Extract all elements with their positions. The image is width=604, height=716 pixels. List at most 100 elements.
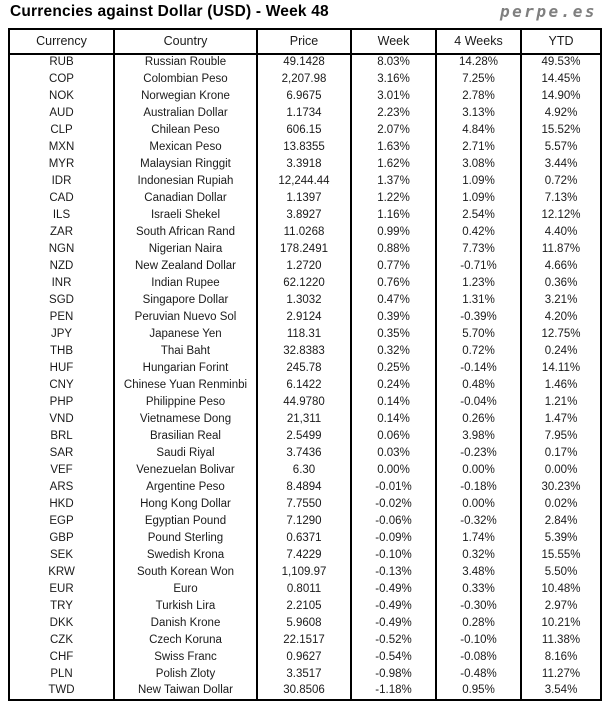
four-week-change-cell: 0.48% [435, 377, 522, 394]
country-cell: Russian Rouble [113, 54, 258, 71]
country-cell: Peruvian Nuevo Sol [113, 309, 258, 326]
ytd-change-cell: 1.46% [520, 377, 602, 394]
week-change-cell: 0.25% [350, 360, 437, 377]
country-cell: Swedish Krona [113, 547, 258, 564]
week-change-cell: 0.14% [350, 394, 437, 411]
week-change-cell: 0.32% [350, 343, 437, 360]
price-cell: 0.6371 [256, 530, 352, 547]
ytd-change-cell: 7.95% [520, 428, 602, 445]
currency-code-cell: EGP [8, 513, 115, 530]
week-change-cell: -0.13% [350, 564, 437, 581]
country-cell: Czech Koruna [113, 632, 258, 649]
ytd-change-cell: 5.57% [520, 139, 602, 156]
table-row: EUR Euro 0.8011 -0.49% 0.33% 10.48% [8, 581, 602, 598]
table-row: CNY Chinese Yuan Renminbi 6.1422 0.24% 0.48%… [8, 377, 602, 394]
ytd-change-cell: 11.38% [520, 632, 602, 649]
price-cell: 62.1220 [256, 275, 352, 292]
column-header-4-weeks: 4 Weeks [435, 29, 522, 55]
table-row: PEN Peruvian Nuevo Sol 2.9124 0.39% -0.39% 4.… [8, 309, 602, 326]
ytd-change-cell: 14.45% [520, 71, 602, 88]
table-row: NZD New Zealand Dollar 1.2720 0.77% -0.71% 4.… [8, 258, 602, 275]
currency-code-cell: EUR [8, 581, 115, 598]
price-cell: 2.5499 [256, 428, 352, 445]
week-change-cell: 0.14% [350, 411, 437, 428]
four-week-change-cell: 2.71% [435, 139, 522, 156]
four-week-change-cell: 0.00% [435, 462, 522, 479]
price-cell: 11.0268 [256, 224, 352, 241]
table-row: CHF Swiss Franc 0.9627 -0.54% -0.08% 8.16% [8, 649, 602, 666]
four-week-change-cell: 0.32% [435, 547, 522, 564]
price-cell: 2,207.98 [256, 71, 352, 88]
currency-code-cell: TWD [8, 683, 115, 700]
price-cell: 6.9675 [256, 88, 352, 105]
four-week-change-cell: 1.09% [435, 173, 522, 190]
currency-code-cell: NZD [8, 258, 115, 275]
price-cell: 2.2105 [256, 598, 352, 615]
four-week-change-cell: 0.33% [435, 581, 522, 598]
currency-code-cell: PHP [8, 394, 115, 411]
ytd-change-cell: 4.66% [520, 258, 602, 275]
ytd-change-cell: 11.27% [520, 666, 602, 683]
currency-code-cell: VEF [8, 462, 115, 479]
ytd-change-cell: 0.36% [520, 275, 602, 292]
table-row: INR Indian Rupee 62.1220 0.76% 1.23% 0.36% [8, 275, 602, 292]
ytd-change-cell: 3.21% [520, 292, 602, 309]
currency-code-cell: TRY [8, 598, 115, 615]
ytd-change-cell: 11.87% [520, 241, 602, 258]
price-cell: 6.1422 [256, 377, 352, 394]
week-change-cell: 2.23% [350, 105, 437, 122]
ytd-change-cell: 0.00% [520, 462, 602, 479]
currency-code-cell: VND [8, 411, 115, 428]
country-cell: New Zealand Dollar [113, 258, 258, 275]
price-cell: 5.9608 [256, 615, 352, 632]
four-week-change-cell: 3.98% [435, 428, 522, 445]
country-cell: Indonesian Rupiah [113, 173, 258, 190]
four-week-change-cell: 14.28% [435, 54, 522, 71]
ytd-change-cell: 5.39% [520, 530, 602, 547]
four-week-change-cell: 7.73% [435, 241, 522, 258]
week-change-cell: 1.63% [350, 139, 437, 156]
ytd-change-cell: 4.40% [520, 224, 602, 241]
table-row: JPY Japanese Yen 118.31 0.35% 5.70% 12.75% [8, 326, 602, 343]
week-change-cell: 0.99% [350, 224, 437, 241]
week-change-cell: 1.62% [350, 156, 437, 173]
table-row: COP Colombian Peso 2,207.98 3.16% 7.25% 14.45… [8, 71, 602, 88]
ytd-change-cell: 14.90% [520, 88, 602, 105]
ytd-change-cell: 10.48% [520, 581, 602, 598]
week-change-cell: 0.00% [350, 462, 437, 479]
four-week-change-cell: 1.23% [435, 275, 522, 292]
week-change-cell: -0.98% [350, 666, 437, 683]
four-week-change-cell: 0.28% [435, 615, 522, 632]
ytd-change-cell: 14.11% [520, 360, 602, 377]
price-cell: 1.2720 [256, 258, 352, 275]
week-change-cell: -0.02% [350, 496, 437, 513]
ytd-change-cell: 1.47% [520, 411, 602, 428]
ytd-change-cell: 1.21% [520, 394, 602, 411]
country-cell: Hungarian Forint [113, 360, 258, 377]
four-week-change-cell: 7.25% [435, 71, 522, 88]
four-week-change-cell: 1.31% [435, 292, 522, 309]
four-week-change-cell: 1.09% [435, 190, 522, 207]
price-cell: 3.8927 [256, 207, 352, 224]
four-week-change-cell: 0.95% [435, 683, 522, 700]
country-cell: Turkish Lira [113, 598, 258, 615]
week-change-cell: 8.03% [350, 54, 437, 71]
ytd-change-cell: 0.17% [520, 445, 602, 462]
currency-code-cell: ILS [8, 207, 115, 224]
week-change-cell: -0.01% [350, 479, 437, 496]
four-week-change-cell: 0.00% [435, 496, 522, 513]
country-cell: Brasilian Real [113, 428, 258, 445]
table-row: TWD New Taiwan Dollar 30.8506 -1.18% 0.95% 3.… [8, 683, 602, 700]
week-change-cell: 1.37% [350, 173, 437, 190]
price-cell: 118.31 [256, 326, 352, 343]
country-cell: Norwegian Krone [113, 88, 258, 105]
price-cell: 13.8355 [256, 139, 352, 156]
ytd-change-cell: 2.97% [520, 598, 602, 615]
four-week-change-cell: -0.23% [435, 445, 522, 462]
week-change-cell: 0.24% [350, 377, 437, 394]
country-cell: Israeli Shekel [113, 207, 258, 224]
currency-code-cell: DKK [8, 615, 115, 632]
currency-code-cell: NOK [8, 88, 115, 105]
currency-code-cell: KRW [8, 564, 115, 581]
four-week-change-cell: -0.39% [435, 309, 522, 326]
